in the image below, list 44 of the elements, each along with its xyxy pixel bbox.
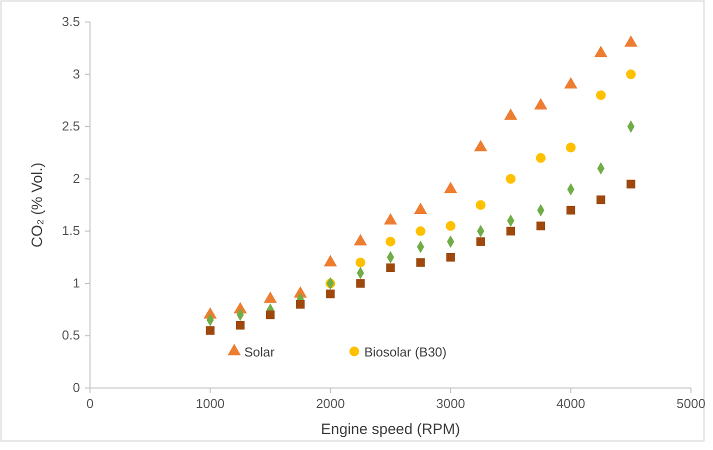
x-tick-label: 3000 — [436, 396, 466, 411]
point — [506, 226, 516, 236]
x-tick-label: 5000 — [676, 396, 706, 411]
legend-label: Biosolar (B30) — [364, 344, 447, 360]
x-tick-label: 2000 — [316, 396, 345, 411]
point — [596, 195, 606, 204]
point — [296, 300, 305, 309]
point — [506, 174, 516, 184]
point — [626, 180, 636, 188]
point — [446, 221, 456, 231]
point — [356, 279, 365, 288]
y-tick-label: 1.5 — [62, 223, 80, 238]
point — [476, 200, 486, 210]
point — [416, 226, 426, 236]
x-axis-title: Engine speed (RPM) — [320, 421, 460, 438]
x-tick-label: 4000 — [556, 396, 586, 411]
point — [356, 258, 366, 268]
x-tick-label: 0 — [86, 396, 94, 411]
point — [564, 77, 578, 89]
point — [596, 90, 606, 100]
point — [566, 142, 576, 152]
point — [566, 206, 576, 215]
point — [326, 290, 335, 298]
y-tick-label: 3.5 — [62, 14, 80, 29]
point — [476, 237, 485, 246]
x-tick-label: 1000 — [196, 396, 225, 411]
point — [206, 326, 215, 335]
point — [536, 222, 546, 230]
y-tick-label: 2 — [72, 170, 80, 186]
point — [416, 258, 425, 267]
point — [236, 320, 245, 330]
y-axis-title: CO₂ (% Vol.) — [29, 162, 46, 248]
y-tick-label: 3 — [72, 66, 80, 82]
y-tick-label: 1 — [72, 275, 80, 290]
point — [626, 69, 636, 80]
y-tick-label: 2.5 — [62, 118, 80, 134]
point — [386, 263, 395, 272]
y-tick-label: 0 — [72, 380, 80, 395]
point — [536, 153, 546, 163]
point — [386, 236, 396, 246]
point — [266, 310, 275, 320]
point — [446, 252, 455, 262]
y-tick-label: 0.5 — [62, 328, 80, 343]
legend-label: Solar — [244, 344, 276, 360]
